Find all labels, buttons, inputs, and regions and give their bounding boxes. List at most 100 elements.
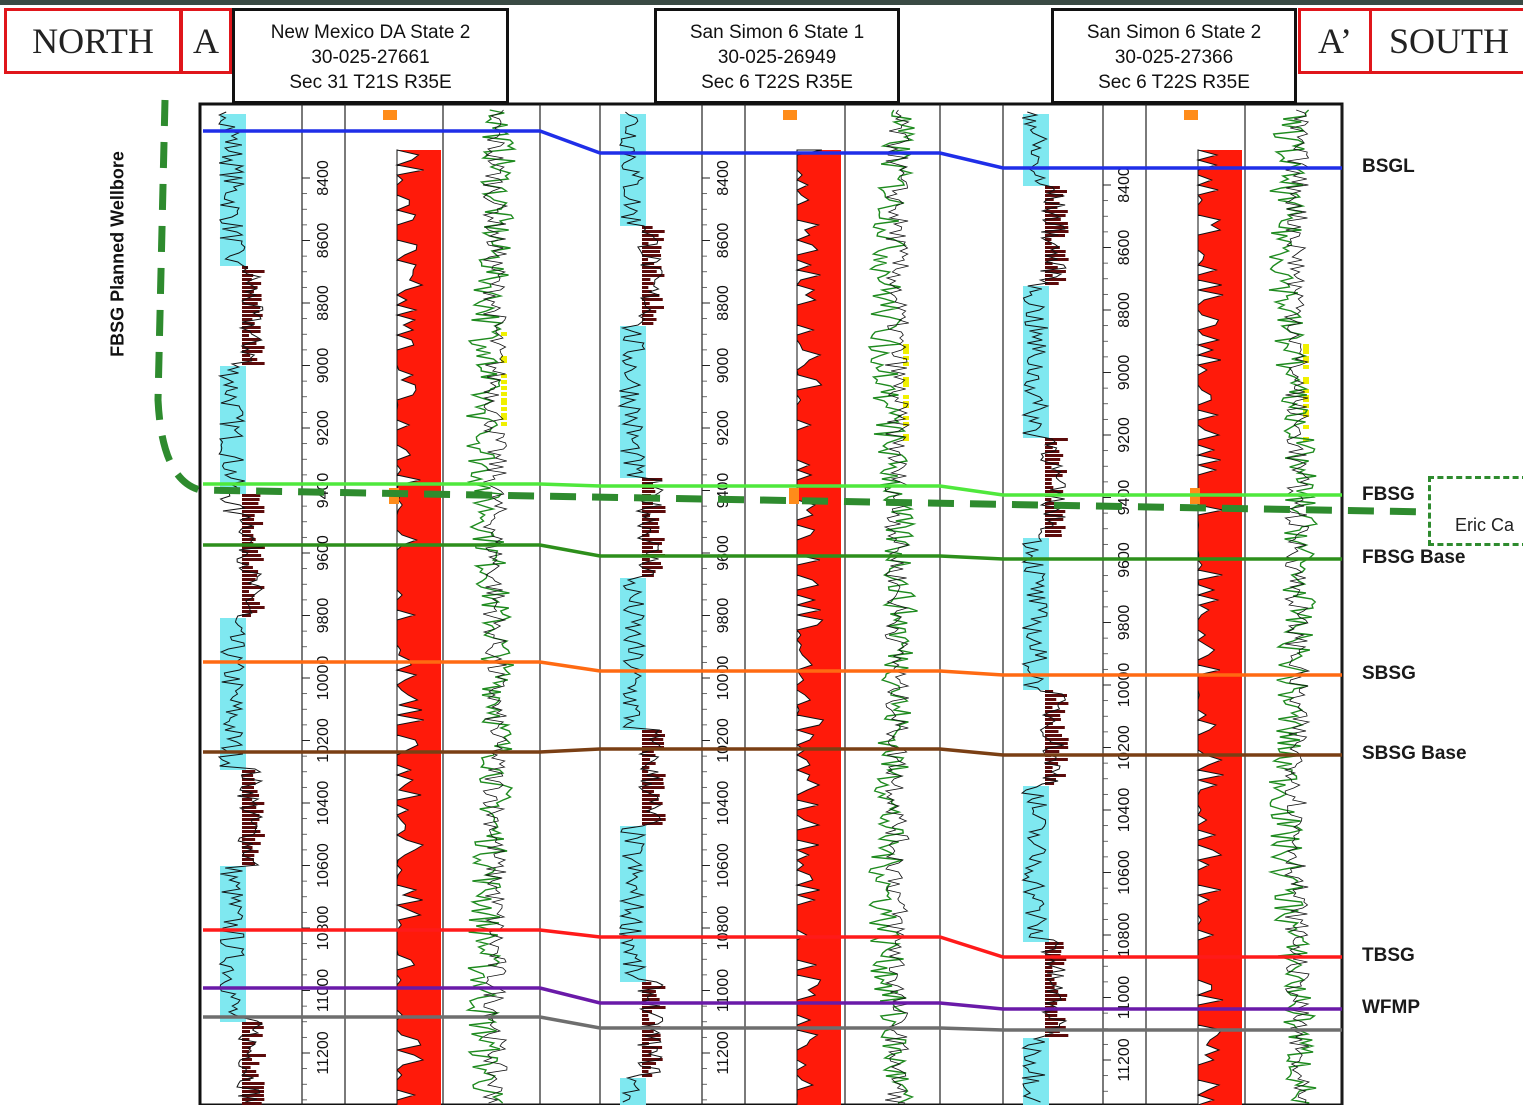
gamma-shale-fill [242, 814, 260, 817]
porosity-fill [903, 404, 909, 408]
gamma-sand-fill [220, 162, 246, 166]
south-label: SOUTH [1369, 8, 1523, 74]
gamma-sand-fill [1023, 850, 1049, 854]
gamma-sand-fill [620, 630, 646, 634]
gamma-shale-fill [642, 766, 650, 769]
depth-label: 9400 [1116, 480, 1133, 516]
depth-label: 10800 [1116, 913, 1133, 958]
gamma-sand-fill [220, 950, 246, 954]
gamma-sand-fill [620, 402, 646, 406]
gamma-sand-fill [220, 378, 246, 382]
gamma-shale-fill [242, 502, 259, 505]
gamma-sand-fill [1023, 158, 1049, 162]
depth-label: 8800 [1116, 292, 1133, 328]
gamma-shale-fill [1045, 506, 1058, 509]
gamma-shale-fill [242, 590, 249, 593]
gamma-shale-fill [642, 502, 653, 505]
gamma-sand-fill [1023, 634, 1049, 638]
gamma-shale-fill [242, 578, 256, 581]
gamma-sand-fill [1023, 350, 1049, 354]
gamma-shale-fill [642, 782, 664, 785]
gamma-sand-fill [1023, 538, 1049, 542]
gamma-shale-fill [242, 298, 262, 301]
gamma-shale-fill [242, 850, 259, 853]
gamma-sand-fill [620, 450, 646, 454]
gamma-sand-fill [220, 726, 246, 730]
gamma-sand-fill [220, 390, 246, 394]
gamma-sand-fill [1023, 138, 1049, 142]
gamma-sand-fill [620, 338, 646, 342]
gamma-shale-fill [1045, 978, 1055, 981]
gamma-shale-fill [242, 594, 255, 597]
gamma-shale-fill [642, 518, 660, 521]
gamma-shale-fill [242, 530, 251, 533]
gamma-sand-fill [620, 162, 646, 166]
gamma-shale-fill [1045, 478, 1052, 481]
gamma-shale-fill [242, 274, 254, 277]
gamma-sand-fill [220, 714, 246, 718]
gamma-sand-fill [620, 834, 646, 838]
depth-label: 9000 [315, 348, 332, 384]
gamma-sand-fill [1023, 790, 1049, 794]
gamma-shale-fill [642, 562, 662, 565]
gamma-shale-fill [642, 1022, 656, 1025]
gamma-sand-fill [620, 118, 646, 122]
gamma-sand-fill [220, 662, 246, 666]
gamma-shale-fill [242, 286, 258, 289]
gamma-sand-fill [220, 958, 246, 962]
gamma-sand-fill [620, 350, 646, 354]
gamma-shale-fill [242, 554, 262, 557]
gamma-sand-fill [220, 250, 246, 254]
gamma-sand-fill [620, 330, 646, 334]
gamma-sand-fill [620, 602, 646, 606]
gamma-sand-fill [1023, 422, 1049, 426]
gamma-shale-fill [242, 830, 261, 833]
gamma-shale-fill [242, 782, 256, 785]
gamma-shale-fill [642, 506, 666, 509]
gamma-shale-fill [642, 998, 660, 1001]
gamma-sand-fill [220, 982, 246, 986]
gamma-sand-fill [620, 410, 646, 414]
depth-label: 11200 [315, 1031, 332, 1074]
gamma-shale-fill [642, 250, 660, 253]
gamma-sand-fill [1023, 818, 1049, 822]
gamma-sand-fill [1023, 870, 1049, 874]
gamma-shale-fill [242, 550, 259, 553]
gamma-sand-fill [620, 958, 646, 962]
depth-label: 10400 [315, 781, 332, 826]
gamma-sand-fill [1023, 1054, 1049, 1058]
gamma-shale-fill [242, 854, 255, 857]
gamma-sand-fill [220, 754, 246, 758]
gamma-shale-fill [642, 1038, 661, 1041]
gamma-sand-fill [1023, 922, 1049, 926]
gamma-sand-fill [1023, 542, 1049, 546]
gamma-sand-fill [220, 182, 246, 186]
gamma-shale-fill [242, 1086, 264, 1089]
marker-a-prime: A’ [1298, 8, 1372, 74]
gamma-shale-fill [642, 526, 660, 529]
depth-label: 9600 [715, 535, 732, 571]
gamma-sand-fill [620, 694, 646, 698]
gamma-shale-fill [1045, 1002, 1058, 1005]
gamma-shale-fill [642, 1030, 654, 1033]
gamma-sand-fill [620, 702, 646, 706]
gamma-shale-fill [1045, 958, 1067, 961]
gamma-sand-fill [620, 586, 646, 590]
gamma-sand-fill [1023, 590, 1049, 594]
gamma-shale-fill [1045, 458, 1061, 461]
resistivity-accent [383, 110, 397, 120]
gamma-shale-fill [1045, 446, 1053, 449]
gamma-sand-fill [620, 438, 646, 442]
gamma-sand-fill [620, 126, 646, 130]
gamma-sand-fill [1023, 182, 1049, 186]
gamma-sand-fill [1023, 122, 1049, 126]
gamma-shale-fill [242, 798, 253, 801]
gamma-shale-fill [242, 1038, 250, 1041]
gamma-shale-fill [242, 566, 253, 569]
gamma-sand-fill [1023, 146, 1049, 150]
gamma-shale-fill [642, 286, 649, 289]
porosity-fill [1303, 404, 1309, 408]
gamma-sand-fill [1023, 570, 1049, 574]
gamma-shale-fill [642, 1066, 651, 1069]
well-api: 30-025-27366 [1114, 47, 1234, 68]
